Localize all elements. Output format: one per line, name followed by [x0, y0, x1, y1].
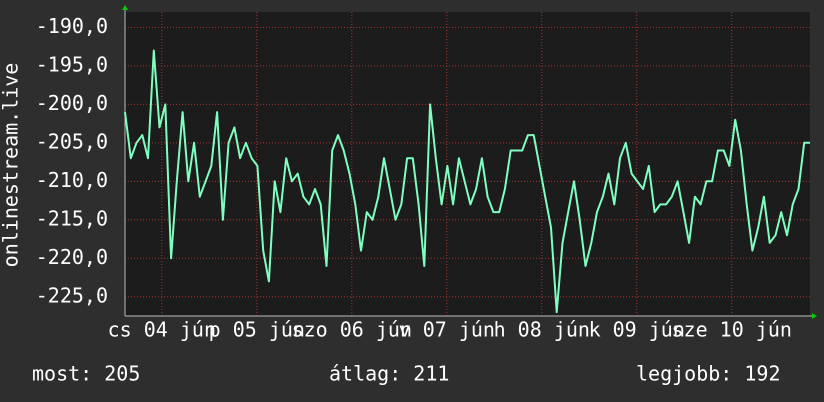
- y-tick-label: -200,0: [36, 91, 108, 115]
- x-tick-label: v 07 jún: [399, 318, 495, 342]
- stat-current: most: 205: [32, 362, 140, 386]
- y-tick-label: -190,0: [36, 14, 108, 38]
- x-tick-label: cs 04 jún: [108, 318, 216, 342]
- x-tick-label: p 05 jún: [209, 318, 305, 342]
- x-tick-label: k 09 jún: [589, 318, 685, 342]
- stat-average: átlag: 211: [329, 362, 449, 386]
- axis-arrow: [812, 313, 817, 319]
- x-tick-label: h 08 jún: [494, 318, 590, 342]
- data-line: [124, 49, 810, 314]
- axis-arrow: [122, 5, 128, 10]
- y-axis-label: onlinestream.live: [0, 63, 23, 268]
- y-tick-label: -215,0: [36, 206, 108, 230]
- plot-area: [125, 12, 810, 316]
- stat-best: legjobb: 192: [636, 362, 781, 386]
- y-tick-label: -210,0: [36, 168, 108, 192]
- x-tick-label: szo 06 jún: [292, 318, 412, 342]
- y-tick-label: -195,0: [36, 52, 108, 76]
- x-tick-label: sze 10 jún: [672, 318, 792, 342]
- y-tick-label: -205,0: [36, 129, 108, 153]
- y-tick-label: -220,0: [36, 245, 108, 269]
- y-tick-label: -225,0: [36, 283, 108, 307]
